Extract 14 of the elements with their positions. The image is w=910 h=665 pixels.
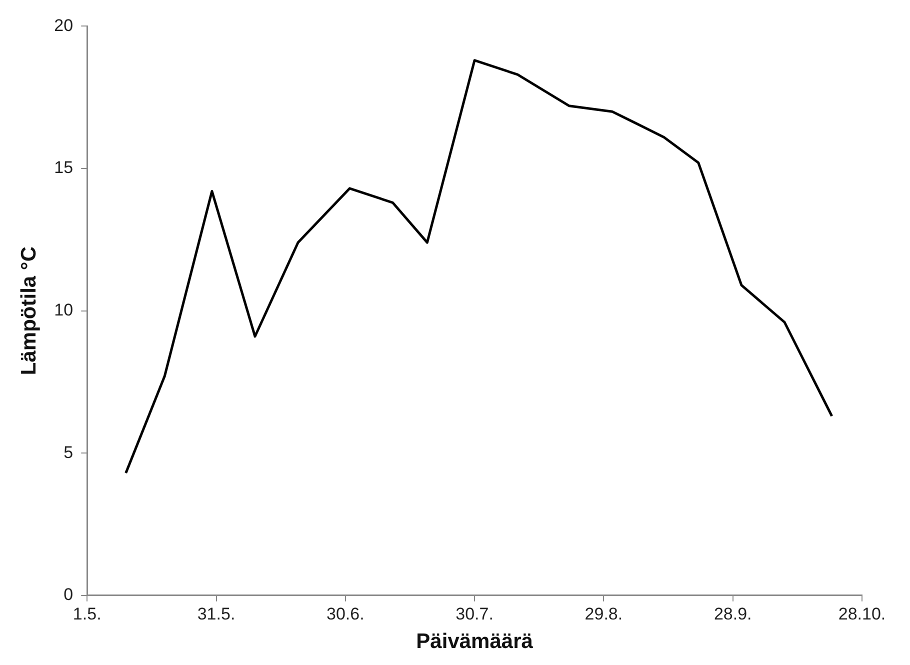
x-tick-label: 29.8. xyxy=(584,604,623,624)
x-tick-label: 1.5. xyxy=(72,604,102,624)
x-tick-label: 28.9. xyxy=(714,604,752,624)
x-tick-label: 30.7. xyxy=(456,604,494,624)
y-tick-label: 0 xyxy=(64,585,74,604)
y-tick-label: 15 xyxy=(54,158,74,178)
y-tick-label: 5 xyxy=(64,442,74,462)
x-tick-label: 28.10. xyxy=(838,604,886,624)
y-tick-label: 20 xyxy=(54,16,74,35)
x-tick-label: 30.6. xyxy=(326,604,364,624)
y-tick-label: 10 xyxy=(54,300,74,320)
x-axis-title: Päivämäärä xyxy=(416,630,534,654)
x-tick-label: 31.5. xyxy=(197,604,236,624)
y-axis-title: Lämpötila °C xyxy=(17,246,40,376)
